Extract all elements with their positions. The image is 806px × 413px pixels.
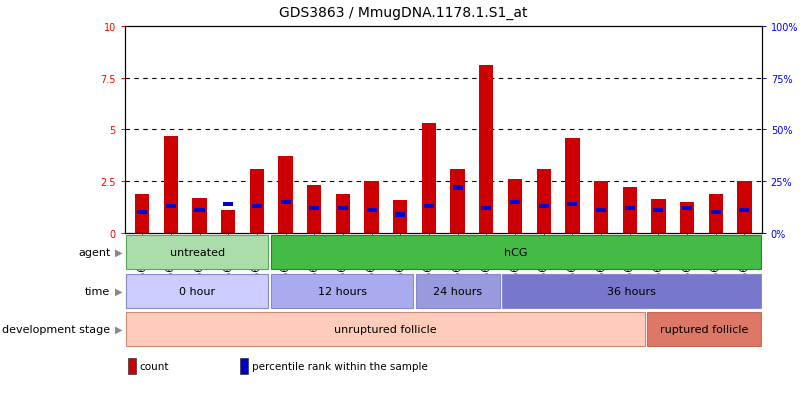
Text: 0 hour: 0 hour xyxy=(179,286,215,296)
Bar xyxy=(594,182,609,233)
Bar xyxy=(393,200,408,233)
Bar xyxy=(739,208,750,213)
Bar xyxy=(537,169,550,233)
Text: 36 hours: 36 hours xyxy=(607,286,656,296)
Bar xyxy=(367,208,376,213)
Bar xyxy=(538,204,549,209)
Text: 24 hours: 24 hours xyxy=(433,286,482,296)
Bar xyxy=(395,212,405,217)
Bar xyxy=(278,157,293,233)
Bar xyxy=(126,236,268,269)
Bar xyxy=(453,185,463,190)
Text: time: time xyxy=(85,286,110,296)
Text: development stage: development stage xyxy=(2,324,110,335)
Text: count: count xyxy=(139,361,169,371)
Bar xyxy=(336,194,350,233)
Bar xyxy=(510,200,520,204)
Text: ▶: ▶ xyxy=(115,286,123,296)
Bar xyxy=(271,274,413,308)
Bar xyxy=(565,138,580,233)
Bar xyxy=(481,206,492,211)
Text: ruptured follicle: ruptured follicle xyxy=(659,324,748,335)
Bar xyxy=(307,186,322,233)
Bar xyxy=(271,236,761,269)
Bar xyxy=(221,211,235,233)
Text: agent: agent xyxy=(78,247,110,258)
Bar xyxy=(711,210,721,215)
Bar xyxy=(508,180,522,233)
Bar xyxy=(338,206,348,211)
Text: 12 hours: 12 hours xyxy=(318,286,367,296)
Bar xyxy=(251,204,262,209)
Text: GDS3863 / MmugDNA.1178.1.S1_at: GDS3863 / MmugDNA.1178.1.S1_at xyxy=(279,6,527,20)
Text: ▶: ▶ xyxy=(115,247,123,258)
Bar xyxy=(126,274,268,308)
Text: percentile rank within the sample: percentile rank within the sample xyxy=(251,361,427,371)
Bar xyxy=(128,358,136,375)
Bar xyxy=(194,208,205,213)
Bar xyxy=(424,204,434,209)
Bar xyxy=(193,198,206,233)
Bar xyxy=(240,358,248,375)
Bar xyxy=(651,199,666,233)
Bar xyxy=(479,66,493,233)
Bar xyxy=(680,202,694,233)
Bar xyxy=(280,200,291,204)
Bar xyxy=(416,274,500,308)
Bar xyxy=(567,202,577,206)
Bar xyxy=(622,188,637,233)
Bar xyxy=(625,206,635,211)
Bar xyxy=(596,208,606,213)
Bar xyxy=(250,169,264,233)
Bar xyxy=(737,182,752,233)
Bar xyxy=(682,206,692,211)
Bar xyxy=(310,206,319,211)
Bar xyxy=(451,169,465,233)
Bar xyxy=(647,313,761,346)
Bar xyxy=(422,124,436,233)
Bar xyxy=(502,274,761,308)
Bar xyxy=(137,210,147,215)
Bar xyxy=(126,313,645,346)
Bar xyxy=(654,208,663,213)
Text: unruptured follicle: unruptured follicle xyxy=(334,324,437,335)
Bar xyxy=(223,202,233,206)
Bar xyxy=(164,136,178,233)
Bar xyxy=(166,204,176,209)
Text: hCG: hCG xyxy=(504,247,527,258)
Text: untreated: untreated xyxy=(170,247,225,258)
Bar xyxy=(364,182,379,233)
Bar xyxy=(135,194,149,233)
Bar xyxy=(708,194,723,233)
Text: ▶: ▶ xyxy=(115,324,123,335)
